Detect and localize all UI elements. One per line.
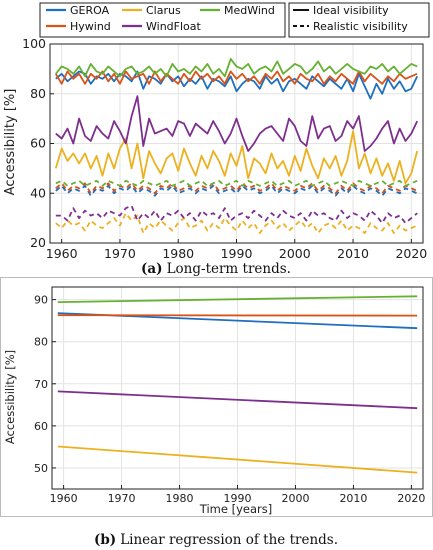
y-tick-label: 50 — [34, 462, 48, 475]
x-tick-label: 1990 — [221, 246, 253, 261]
legend-label-windfloat: WindFloat — [146, 20, 201, 33]
legend-series-a: GEROA Hywind Clarus WindFloat MedWind — [39, 2, 286, 38]
svg-text:(b)Linear regression of the tr: (b) Linear regression of the trends. — [94, 532, 338, 548]
series-lines-a — [54, 58, 419, 235]
caption-tag-a: (a) — [141, 261, 163, 277]
series-line-windfloat — [57, 390, 418, 410]
x-tick-label: 1960 — [46, 246, 78, 261]
x-tick-label: 2000 — [279, 246, 311, 261]
chart-b: 1960 1970 1980 1990 2000 2010 2020 50 60 70 80 90 A… — [0, 277, 433, 548]
series-line-clarus — [57, 445, 418, 474]
caption-text-a: Long-term trends. — [167, 261, 291, 277]
series-line-medwind — [57, 295, 418, 303]
legend-style-label-dashed: Realistic visibility — [313, 20, 408, 33]
y-tick-label: 20 — [30, 235, 46, 250]
caption-b: (b) Linear regression of the trends. — [94, 532, 338, 548]
legend-label-medwind: MedWind — [224, 4, 275, 17]
y-tick-label: 70 — [34, 378, 48, 391]
series-lines-b — [57, 295, 418, 474]
caption-text-b: Linear regression of the trends. — [120, 532, 338, 548]
x-tick-label: 2010 — [337, 246, 369, 261]
y-tick-label: 100 — [22, 36, 46, 51]
x-tick-label: 2020 — [395, 246, 427, 261]
x-tick-label: 1990 — [224, 492, 252, 505]
x-axis-label-b: Time [years] — [199, 502, 272, 516]
y-tick-label: 80 — [30, 86, 46, 101]
x-tick-label: 1980 — [162, 246, 194, 261]
series-line-medwind-realistic — [55, 179, 418, 187]
y-axis-label-b: Accessibility [%] — [3, 350, 17, 444]
x-tick-label: 2010 — [339, 492, 367, 505]
x-tick-label: 2000 — [281, 492, 309, 505]
legend-label-clarus: Clarus — [146, 4, 181, 17]
x-tick-label: 2020 — [397, 492, 425, 505]
series-line-clarus — [54, 130, 419, 185]
y-tick-label: 60 — [30, 136, 46, 151]
x-tick-label: 1970 — [104, 246, 136, 261]
y-axis-label-a: Accessibility [%] — [3, 89, 18, 196]
caption-a: (a) Long-term trends. — [141, 261, 291, 277]
legend-series-box — [39, 2, 286, 38]
axes-a — [49, 43, 424, 244]
legend-style-box — [288, 2, 430, 38]
legend-label-hywind: Hywind — [70, 20, 111, 33]
series-line-clarus-realistic — [55, 212, 418, 235]
y-tick-label: 40 — [30, 185, 46, 200]
svg-text:(a)Long-term trends.: (a) Long-term trends. — [141, 261, 291, 277]
legend-style-label-solid: Ideal visibility — [313, 4, 389, 17]
series-line-windfloat — [55, 95, 419, 152]
series-line-geroa-realistic — [55, 184, 418, 197]
series-line-windfloat-realistic — [55, 204, 418, 225]
y-tick-label: 90 — [34, 294, 48, 307]
x-tick-label: 1960 — [50, 492, 78, 505]
x-tick-label: 1980 — [166, 492, 194, 505]
series-line-hywind — [55, 70, 418, 85]
axes-b — [51, 286, 424, 490]
tick-labels-b: 1960 1970 1980 1990 2000 2010 2020 50 60 70 80 90 — [34, 294, 425, 505]
y-tick-label: 60 — [34, 420, 48, 433]
y-tick-label: 80 — [34, 336, 48, 349]
chart-a: 1960 1970 1980 1990 2000 2010 202020406080100 … — [3, 2, 430, 277]
series-line-medwind — [55, 58, 418, 78]
legend-label-geroa: GEROA — [70, 4, 110, 17]
legend-style-a: Ideal visibility Realistic visibility — [288, 2, 430, 38]
x-tick-label: 1970 — [108, 492, 136, 505]
caption-tag-b: (b) — [94, 532, 116, 548]
